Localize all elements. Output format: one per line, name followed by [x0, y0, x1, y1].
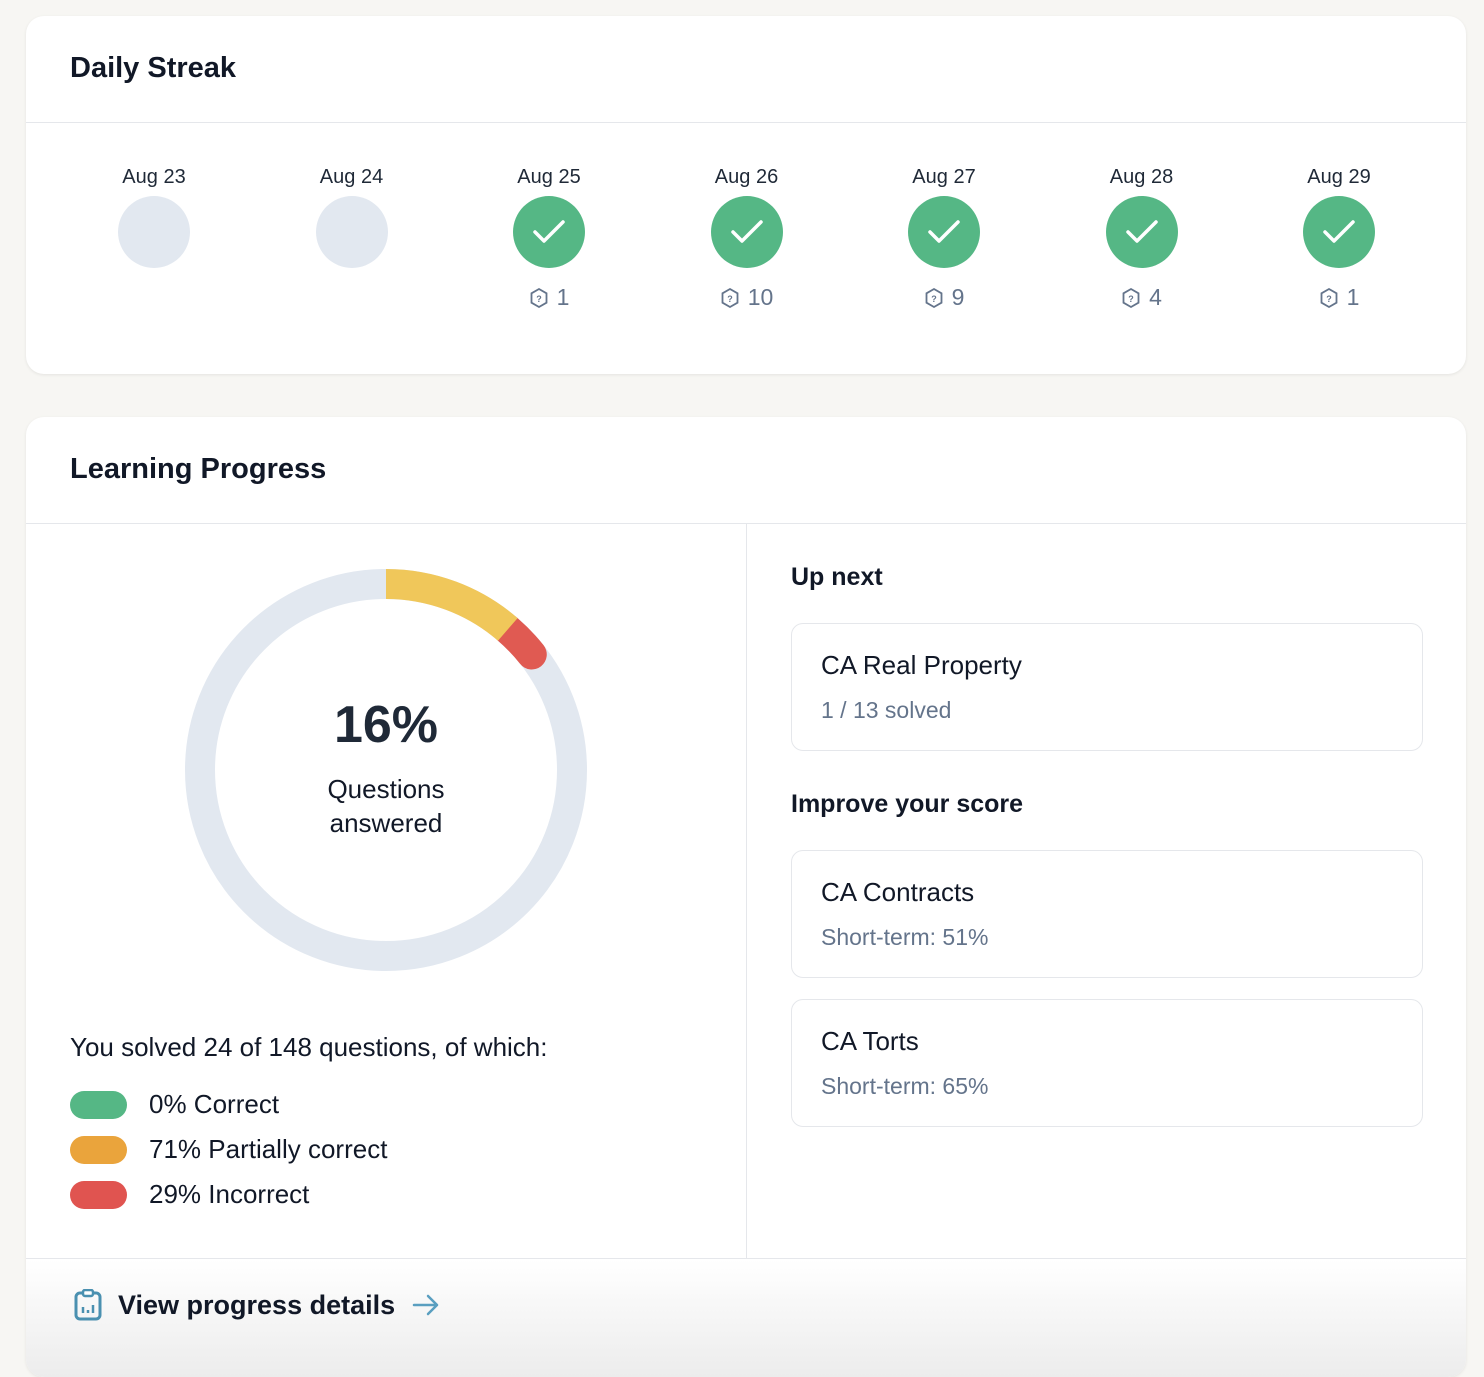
- streak-day: Aug 24: [292, 166, 412, 268]
- view-progress-label: View progress details: [118, 1289, 396, 1320]
- count-value: 1: [1346, 284, 1360, 310]
- legend-label: 29% Incorrect: [149, 1179, 310, 1209]
- question-hexagon-icon: ?: [1320, 287, 1337, 308]
- donut-segment-incorrect: [492, 614, 547, 670]
- improve-item[interactable]: CA Contracts Short-term: 51%: [791, 850, 1423, 978]
- legend-item: 0% Correct: [70, 1089, 279, 1120]
- topic-title: CA Real Property: [821, 650, 1022, 680]
- questions-count: ? 4: [1082, 284, 1202, 311]
- streak-day: Aug 29 ? 1: [1279, 166, 1399, 311]
- divider: [26, 122, 1466, 123]
- count-value: 1: [556, 284, 570, 310]
- day-complete-indicator: [908, 196, 980, 268]
- legend-label: 0% Correct: [149, 1089, 280, 1119]
- day-date: Aug 23: [122, 166, 186, 188]
- topic-sub: Short-term: 65%: [821, 1073, 989, 1099]
- day-complete-indicator: [1303, 196, 1375, 268]
- up-next-heading: Up next: [791, 563, 883, 591]
- percent-caption: Questions answered: [327, 774, 445, 838]
- streak-day: Aug 28 ? 4: [1082, 166, 1202, 311]
- topic-title: CA Contracts: [821, 877, 975, 907]
- check-icon: [1125, 220, 1158, 243]
- day-date: Aug 24: [319, 166, 384, 188]
- day-empty-indicator: [118, 196, 190, 268]
- questions-count: ? 10: [687, 284, 807, 311]
- check-icon: [928, 220, 960, 243]
- clipboard-chart-icon: [74, 1289, 102, 1321]
- svg-text:?: ?: [536, 294, 542, 304]
- percent-answered: 16%: [333, 696, 439, 754]
- legend-item: 29% Incorrect: [70, 1179, 309, 1210]
- legend-swatch: [70, 1135, 127, 1164]
- questions-count: ? 1: [489, 284, 609, 311]
- question-hexagon-icon: ?: [1122, 287, 1140, 308]
- day-date: Aug 27: [912, 166, 976, 188]
- day-complete-indicator: [513, 196, 585, 268]
- svg-text:?: ?: [1128, 294, 1134, 304]
- topic-title: CA Torts: [821, 1026, 919, 1056]
- day-date: Aug 29: [1307, 166, 1371, 188]
- svg-text:?: ?: [931, 294, 937, 304]
- question-hexagon-icon: ?: [530, 287, 547, 308]
- check-icon: [730, 220, 763, 243]
- questions-count: ? 1: [1279, 284, 1399, 311]
- legend-swatch: [70, 1180, 127, 1209]
- streak-day: Aug 26 ? 10: [687, 166, 807, 311]
- progress-donut: [185, 569, 587, 971]
- svg-text:?: ?: [727, 294, 733, 304]
- streak-title: Daily Streak: [70, 52, 237, 84]
- learning-progress-card: Learning Progress 16% Questions answered…: [26, 417, 1466, 1377]
- daily-streak-card: Daily Streak Aug 23 Aug 24 Aug 25 ? 1 Aug …: [26, 16, 1466, 374]
- count-value: 10: [747, 284, 774, 310]
- view-progress-details-link[interactable]: View progress details: [74, 1289, 441, 1321]
- divider: [746, 523, 747, 1258]
- footer: View progress details: [26, 1258, 1466, 1377]
- day-complete-indicator: [1105, 196, 1178, 268]
- check-icon: [533, 220, 565, 243]
- solved-summary: You solved 24 of 148 questions, of which…: [70, 1032, 548, 1062]
- improve-item[interactable]: CA Torts Short-term: 65%: [791, 999, 1423, 1127]
- question-hexagon-icon: ?: [925, 287, 942, 308]
- up-next-item[interactable]: CA Real Property 1 / 13 solved: [791, 623, 1423, 751]
- topic-sub: Short-term: 51%: [821, 924, 989, 950]
- svg-text:?: ?: [1326, 294, 1332, 304]
- day-complete-indicator: [710, 196, 783, 268]
- count-value: 4: [1149, 284, 1162, 310]
- improve-heading: Improve your score: [791, 790, 1024, 818]
- arrow-right-icon: [412, 1294, 439, 1316]
- legend-label: 71% Partially correct: [149, 1134, 388, 1164]
- streak-day: Aug 25 ? 1: [489, 166, 609, 311]
- check-icon: [1323, 220, 1355, 243]
- legend-item: 71% Partially correct: [70, 1134, 387, 1165]
- questions-count: ? 9: [884, 284, 1004, 311]
- streak-day: Aug 23: [94, 166, 214, 268]
- day-date: Aug 25: [517, 166, 581, 188]
- question-hexagon-icon: ?: [721, 287, 739, 308]
- day-empty-indicator: [315, 196, 388, 268]
- day-date: Aug 26: [714, 166, 779, 188]
- donut-segment-partial: [385, 569, 518, 641]
- progress-title: Learning Progress: [70, 453, 327, 485]
- topic-sub: 1 / 13 solved: [821, 697, 952, 723]
- legend-swatch: [70, 1090, 127, 1119]
- count-value: 9: [951, 284, 965, 310]
- streak-day: Aug 27 ? 9: [884, 166, 1004, 311]
- day-date: Aug 28: [1109, 166, 1174, 188]
